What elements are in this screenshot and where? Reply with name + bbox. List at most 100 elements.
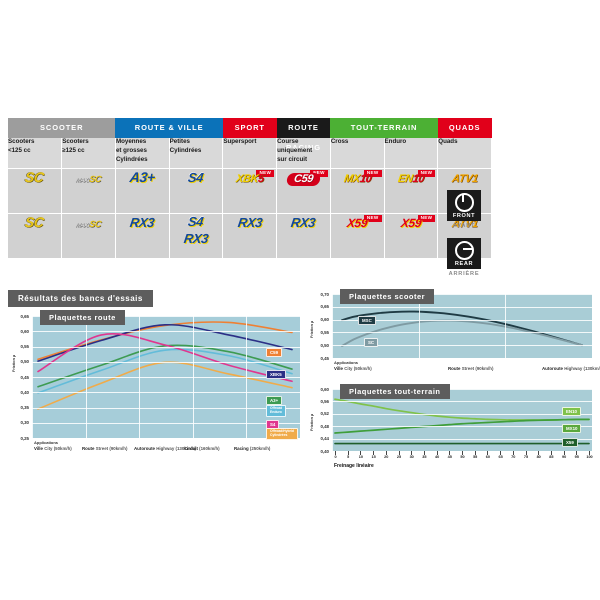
sub-scooters-gt125: Scooters ≥125 cc [61, 138, 116, 169]
y-tick-label: 0,55 [20, 344, 29, 349]
y-tick-label: 0,45 [320, 355, 329, 361]
x-tick-mark [360, 451, 362, 455]
y-tick-label: 0,60 [320, 317, 329, 323]
gridline-v [85, 316, 87, 438]
new-badge-en10: NEW [417, 170, 436, 177]
gridline-h [332, 358, 592, 359]
y-tick-label: 0,65 [320, 304, 329, 310]
y-tick-label: 0,50 [20, 359, 29, 365]
front-disc-icon [454, 193, 474, 212]
front-label: FRONT [452, 213, 476, 219]
gridline-v [139, 316, 141, 438]
pad-cell-a3plus-front[interactable]: A3+ [115, 168, 170, 214]
pad-cell-rx3-rear-b[interactable]: RX3 [222, 213, 278, 258]
chart-scooter-lines [341, 310, 583, 347]
legend-tag: X59 [562, 438, 578, 448]
header-sport: SPORT [222, 118, 277, 138]
y-tick-label: 0,40 [20, 389, 29, 395]
pad-logo-sc: SC [24, 169, 46, 185]
x-tick-label: 30 [409, 455, 414, 459]
x-tick-label: Circuit (160km/h) [184, 446, 220, 451]
pad-cell-xbk5-front[interactable]: NEW XBK5 [222, 168, 278, 214]
pad-logo-sc-rear: SC [24, 214, 46, 230]
pad-cell-c59-front[interactable]: NEW C59 [276, 168, 331, 214]
x-tick-label: Ville City (50km/h) [334, 366, 372, 371]
pad-logo-c59: C59 [286, 173, 321, 186]
new-badge-x59-cross: NEW [363, 215, 382, 222]
gridline-h [32, 346, 300, 348]
x-tick-label: 50 [460, 455, 465, 459]
chart-route-plot-area [32, 316, 301, 439]
y-tick-label: 0,65 [20, 313, 29, 319]
gridline-h [32, 361, 300, 363]
x-tick-label: 0 [334, 455, 337, 459]
gridline-h [32, 407, 300, 409]
rear-badge-block: REAR [447, 238, 481, 269]
gridline-h [332, 401, 592, 403]
y-tick-label: 0,30 [20, 420, 29, 426]
category-table: SCOOTER ROUTE & VILLE SPORT ROUTE RACING… [8, 118, 492, 258]
series-A3+ [37, 344, 293, 388]
pad-cell-rx3-rear-a[interactable]: RX3 [115, 213, 170, 258]
front-position-badge: FRONT AVANT [436, 190, 492, 229]
pad-cell-x59-rear-cross[interactable]: NEW X59 [330, 213, 385, 258]
gridline-h [332, 413, 592, 415]
pad-cell-sc-front[interactable]: SC [8, 168, 63, 214]
x-tick-mark [487, 451, 489, 455]
gridline-v [418, 294, 420, 358]
pad-cell-mx10-front[interactable]: NEW MX10 [330, 168, 385, 214]
pad-logo-maxisc: MAXISC [75, 174, 102, 184]
chart-route-title: Plaquettes route [40, 310, 125, 325]
legend-tag: SC [364, 338, 379, 348]
x-tick-label: 70 [511, 455, 516, 459]
y-tick-label: 0,44 [320, 436, 329, 442]
pad-cell-maxisc-rear[interactable]: MAXISC [61, 213, 116, 258]
pad-cell-s4-rx3-rear[interactable]: S4 RX3 [169, 213, 224, 258]
sub-quads: Quads [437, 138, 492, 169]
x-tick-mark [525, 451, 527, 455]
pad-cell-en10-front[interactable]: NEW EN10 [384, 168, 439, 214]
pad-cell-atv1-front[interactable]: ATV1 [437, 168, 492, 214]
front-badge-block: FRONT [447, 190, 481, 221]
x-tick-mark [576, 451, 578, 455]
x-tick-label: 10 [358, 455, 363, 459]
x-tick-mark [563, 451, 565, 455]
gridline-h [332, 389, 592, 390]
x-tick-label: 65 [498, 455, 503, 459]
gridline-h [32, 331, 300, 333]
x-tick-mark [423, 451, 425, 455]
x-tick-label: Autoroute Highway (130km/h) [134, 446, 196, 451]
sub-petites-cylindrees: Petites Cylindrées [169, 138, 224, 169]
pad-cell-rx3-rear-c[interactable]: RX3 [276, 213, 331, 258]
x-tick-mark [385, 451, 387, 455]
pad-logo-stack-s4-rx3: S4 RX3 [170, 214, 223, 248]
pad-cell-x59-rear-enduro[interactable]: NEW X59 [384, 213, 439, 258]
x-tick-mark [474, 451, 476, 455]
pad-cell-s4-front[interactable]: S4 [169, 168, 224, 214]
series-MX10 [334, 418, 590, 434]
rear-pads-row: SC MAXISC RX3 S4 RX3 RX3 [8, 213, 492, 258]
x-tick-label: Ville City (50km/h) [34, 446, 72, 451]
chart-plaquettes-route: Friction µ 0,65 0,60 0,55 0,50 0,45 0,40 0,35 0… [8, 308, 301, 460]
legend-tag: Offroad Enduro [266, 405, 287, 417]
chart-plaquettes-tout-terrain: Friction µ 0,60 0,56 0,52 0,48 0,44 0,40 Plaq… [306, 383, 594, 473]
new-badge-xbk5: NEW [256, 170, 275, 177]
gridline-v [300, 316, 301, 438]
series-SC [341, 319, 583, 347]
x-tick-label: Racing (250km/h) [234, 446, 271, 451]
x-tick-label: 20 [384, 455, 389, 459]
legend-tag: EN10 [562, 407, 581, 417]
header-tout-terrain: TOUT-TERRAIN [330, 118, 438, 138]
x-tick-label: 15 [371, 455, 376, 459]
gridline-v [592, 294, 593, 358]
gridline-h [332, 332, 592, 334]
x-tick-label: Autoroute Highway (130km/h) [542, 366, 600, 371]
pad-cell-sc-rear[interactable]: SC [8, 213, 63, 258]
x-tick-mark [398, 451, 400, 455]
chart-tt-xlabel: Freinage linéaire [334, 463, 374, 469]
gridline-h [32, 422, 300, 424]
pad-cell-maxisc-front[interactable]: MAXISC [61, 168, 116, 214]
chart-tt-title: Plaquettes tout-terrain [340, 384, 450, 399]
gridline-h [32, 316, 300, 317]
pad-logo-a3plus: A3+ [128, 169, 156, 185]
